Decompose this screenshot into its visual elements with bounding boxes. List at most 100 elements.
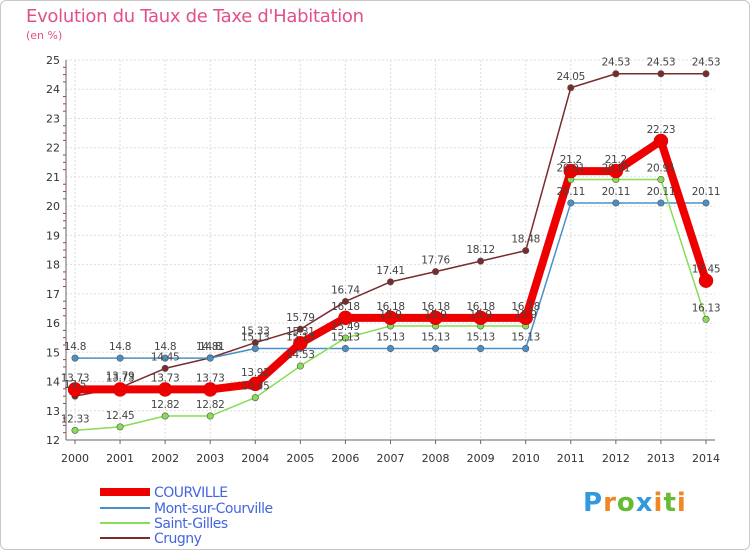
x-tick-label: 2010 [512, 452, 540, 465]
data-label: 17.76 [421, 255, 450, 267]
data-labels: 13.73 13.73 13.73 13.73 13.92 15.31 16.18 16.18… [61, 57, 721, 426]
data-label: 22.23 [647, 124, 676, 136]
data-point [522, 345, 530, 353]
data-label: 20.91 [602, 163, 631, 175]
data-label: 14.8 [109, 341, 131, 353]
data-label: 13.79 [106, 371, 135, 383]
x-tick-label: 2012 [602, 452, 630, 465]
data-point [161, 354, 169, 362]
data-label: 15.49 [331, 321, 360, 333]
x-tick-label: 2009 [467, 452, 495, 465]
data-point [477, 257, 485, 265]
data-label: 15.31 [286, 326, 315, 338]
proxiti-logo: Proxiti [583, 488, 687, 518]
data-label: 12.82 [196, 399, 225, 411]
data-point [702, 199, 710, 207]
y-tick-label: 20 [46, 200, 60, 213]
legend-label: COURVILLE [154, 485, 228, 501]
data-point [296, 362, 304, 370]
data-label: 15.9 [470, 309, 492, 321]
y-tick-label: 21 [46, 171, 60, 184]
data-label: 16.18 [376, 301, 405, 313]
data-point [386, 278, 394, 286]
data-point [612, 70, 620, 78]
data-label: 15.13 [511, 332, 540, 344]
data-label: 15.13 [286, 332, 315, 344]
y-tick-label: 25 [46, 54, 60, 67]
data-label: 12.45 [106, 410, 135, 422]
y-tick-label: 16 [46, 317, 60, 330]
data-point [341, 297, 349, 305]
data-point [157, 382, 173, 397]
x-tick-label: 2002 [151, 452, 179, 465]
data-label: 20.11 [647, 186, 676, 198]
data-point [612, 199, 620, 207]
data-point [116, 423, 124, 431]
data-label: 13.73 [196, 372, 225, 384]
data-point [251, 394, 259, 402]
y-tick-label: 23 [46, 112, 60, 125]
data-label: 14.8 [64, 341, 86, 353]
data-label: 13.5 [64, 379, 86, 391]
y-tick-label: 14 [46, 376, 60, 389]
chart-title: Evolution du Taux de Taxe d'Habitation [26, 6, 364, 27]
legend: COURVILLEMont-sur-CourvilleSaint-GillesC… [100, 485, 273, 547]
data-point [653, 133, 669, 149]
data-label: 16.18 [421, 301, 450, 313]
data-point [161, 364, 169, 372]
data-label: 15.13 [376, 332, 405, 344]
x-tick-label: 2011 [557, 452, 585, 465]
data-label: 18.12 [466, 244, 495, 256]
data-point [296, 325, 304, 333]
data-label: 16.18 [331, 301, 360, 313]
legend-label: Mont-sur-Courville [154, 501, 273, 517]
x-tick-label: 2008 [422, 452, 450, 465]
x-tick-label: 2005 [286, 452, 314, 465]
x-tick-label: 2000 [61, 452, 89, 465]
data-point [341, 345, 349, 353]
y-tick-label: 15 [46, 346, 60, 359]
x-tick-label: 2001 [106, 452, 134, 465]
data-point [428, 310, 443, 326]
data-label: 13.92 [241, 367, 270, 379]
data-label: 15.79 [286, 312, 315, 324]
data-point [206, 354, 214, 362]
data-label: 13.73 [61, 372, 90, 384]
data-label: 17.41 [376, 265, 405, 277]
legend-label: Crugny [154, 531, 202, 547]
data-point [698, 273, 714, 288]
data-label: 16.18 [466, 301, 495, 313]
data-label: 21.2 [605, 154, 627, 166]
y-tick-label: 22 [46, 142, 60, 155]
data-label: 24.53 [602, 57, 631, 69]
data-label: 21.2 [560, 154, 582, 166]
data-point [657, 70, 665, 78]
data-label: 16.74 [331, 284, 360, 296]
data-point [71, 426, 79, 434]
data-label: 15.9 [424, 309, 446, 321]
data-point [702, 70, 710, 78]
data-label: 17.45 [692, 264, 721, 276]
data-label: 16.18 [511, 301, 540, 313]
data-point [608, 163, 624, 179]
data-label: 20.91 [647, 163, 676, 175]
data-point [518, 310, 533, 326]
data-label: 13.45 [241, 381, 270, 393]
data-label: 14.8 [199, 341, 221, 353]
data-label: 20.11 [692, 186, 721, 198]
data-point [702, 315, 710, 323]
data-label: 15.13 [331, 332, 360, 344]
data-label: 24.53 [647, 57, 676, 69]
y-tick-label: 19 [46, 229, 60, 242]
data-point [71, 354, 79, 362]
y-tick-label: 17 [46, 288, 60, 301]
data-label: 15.13 [466, 332, 495, 344]
data-point [563, 163, 579, 179]
data-label: 13.73 [106, 372, 135, 384]
data-label: 12.82 [151, 399, 180, 411]
data-point [338, 310, 353, 326]
data-label: 15.9 [379, 309, 401, 321]
data-point [657, 199, 665, 207]
data-label: 24.05 [557, 71, 586, 83]
data-point [251, 345, 259, 353]
